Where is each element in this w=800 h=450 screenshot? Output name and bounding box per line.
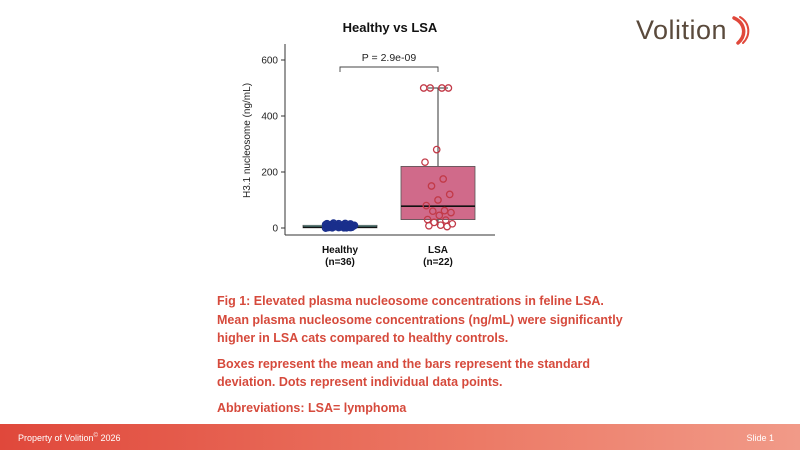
data-point [421, 158, 429, 167]
volition-logo: Volition [636, 12, 786, 48]
data-point [342, 223, 351, 232]
logo-mark-icon [732, 16, 750, 45]
logo-text: Volition [636, 14, 728, 45]
x-tick-label: LSA [428, 245, 448, 256]
caption-paragraph-3: Abbreviations: LSA= lymphoma [217, 400, 407, 415]
slide-number: Slide 1 [746, 433, 774, 443]
data-point [439, 175, 448, 183]
data-point [443, 222, 451, 231]
y-axis-label: H3.1 nucleosome (ng/mL) [242, 83, 253, 198]
data-point [330, 222, 339, 231]
data-point [427, 182, 436, 190]
data-point [430, 218, 438, 227]
figure-caption: Fig 1: Elevated plasma nucleosome concen… [217, 292, 637, 424]
data-point [422, 201, 431, 210]
x-tick-label: (n=22) [423, 257, 453, 268]
footer-property-text: Property of Volition [18, 433, 94, 443]
x-tick-label: (n=36) [325, 257, 355, 268]
caption-paragraph-2: Boxes represent the mean and the bars re… [217, 356, 591, 390]
data-point [324, 223, 333, 232]
data-point [428, 207, 437, 216]
data-point [419, 84, 428, 92]
data-point [444, 84, 453, 92]
footer-year: 2026 [100, 433, 121, 443]
footer-copyright-symbol: © [93, 433, 98, 439]
data-point [447, 208, 455, 217]
p-value-annotation: P = 2.9e-09 [362, 52, 417, 64]
chart-title: Healthy vs LSA [343, 20, 438, 35]
data-point [445, 190, 454, 199]
y-tick-label: 600 [261, 56, 278, 67]
data-point [426, 84, 435, 92]
x-tick-label: Healthy [322, 245, 359, 256]
box-lsa [400, 165, 476, 220]
significance-bracket [339, 66, 439, 72]
y-tick-label: 400 [261, 112, 278, 123]
data-point [425, 221, 433, 230]
box-plot-chart: Healthy vs LSA 0 200 400 600 H3.1 nucleosome … [242, 20, 495, 268]
data-point [434, 196, 442, 204]
data-point [435, 211, 444, 220]
footer-copyright: Property of Volition© 2026 [18, 433, 121, 443]
footer-bar: Property of Volition© 2026 Slide 1 [0, 424, 800, 450]
y-tick-label: 200 [261, 168, 278, 179]
data-point [432, 145, 441, 154]
caption-paragraph-1: Fig 1: Elevated plasma nucleosome concen… [217, 294, 623, 345]
y-tick-label: 0 [272, 224, 278, 235]
